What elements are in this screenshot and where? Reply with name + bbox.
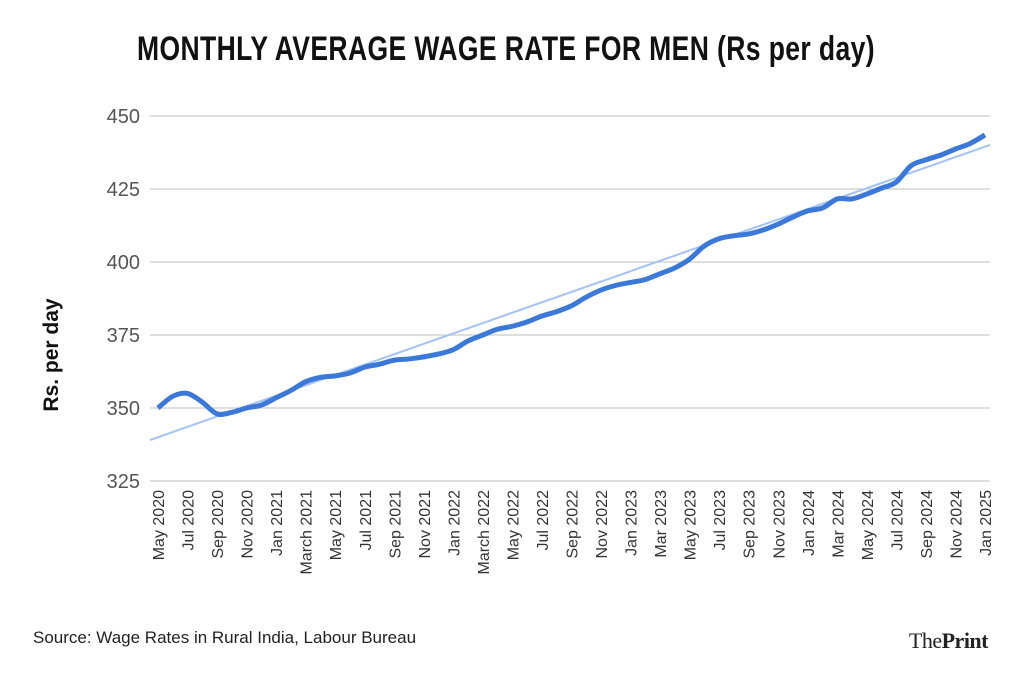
wage-series-line (156, 132, 987, 417)
theprint-logo: ThePrint (908, 628, 989, 653)
x-tick-label: May 2024 (860, 490, 877, 560)
source-note: Source: Wage Rates in Rural India, Labou… (33, 628, 417, 647)
x-tick-label: Jan 2022 (446, 490, 463, 556)
x-tick-label: Sep 2020 (210, 490, 227, 559)
x-tick-label: May 2022 (505, 490, 522, 560)
x-tick-label: Jan 2024 (801, 490, 818, 556)
x-tick-label: Jul 2022 (535, 490, 552, 551)
x-tick-label: May 2023 (683, 490, 700, 560)
y-axis-label: Rs. per day (40, 298, 63, 412)
x-tick-label: Sep 2023 (742, 490, 759, 559)
x-tick-label: Sep 2022 (565, 490, 582, 559)
x-tick-label: Mar 2023 (653, 490, 670, 558)
x-tick-label: Nov 2023 (771, 490, 788, 559)
x-tick-label: March 2021 (299, 490, 316, 575)
x-tick-label: Jul 2021 (358, 490, 375, 551)
y-tick-label: 350 (107, 398, 140, 420)
x-tick-label: Nov 2021 (417, 490, 434, 559)
x-tick-label: Jul 2020 (181, 490, 198, 551)
y-tick-label: 375 (107, 325, 140, 347)
x-tick-label: Jan 2021 (269, 490, 286, 556)
y-tick-label: 400 (107, 252, 140, 274)
x-tick-label: Mar 2024 (830, 490, 847, 558)
y-tick-label: 325 (107, 471, 140, 493)
x-tick-label: Sep 2024 (919, 490, 936, 559)
x-tick-label: Nov 2020 (240, 490, 257, 559)
x-tick-label: Sep 2021 (387, 490, 404, 559)
x-tick-label: Jan 2023 (624, 490, 641, 556)
chart-title: MONTHLY AVERAGE WAGE RATE FOR MEN (Rs pe… (136, 30, 875, 68)
x-tick-label: May 2021 (328, 490, 345, 560)
x-tick-label: May 2020 (151, 490, 168, 560)
y-tick-label: 425 (107, 179, 140, 201)
x-tick-label: Nov 2024 (948, 490, 965, 559)
x-tick-label: Jan 2025 (978, 490, 995, 556)
y-tick-label: 450 (107, 106, 140, 128)
x-tick-label: Jul 2024 (889, 490, 906, 551)
x-tick-label: March 2022 (476, 490, 493, 575)
x-tick-label: Jul 2023 (712, 490, 729, 551)
x-tick-label: Nov 2022 (594, 490, 611, 559)
